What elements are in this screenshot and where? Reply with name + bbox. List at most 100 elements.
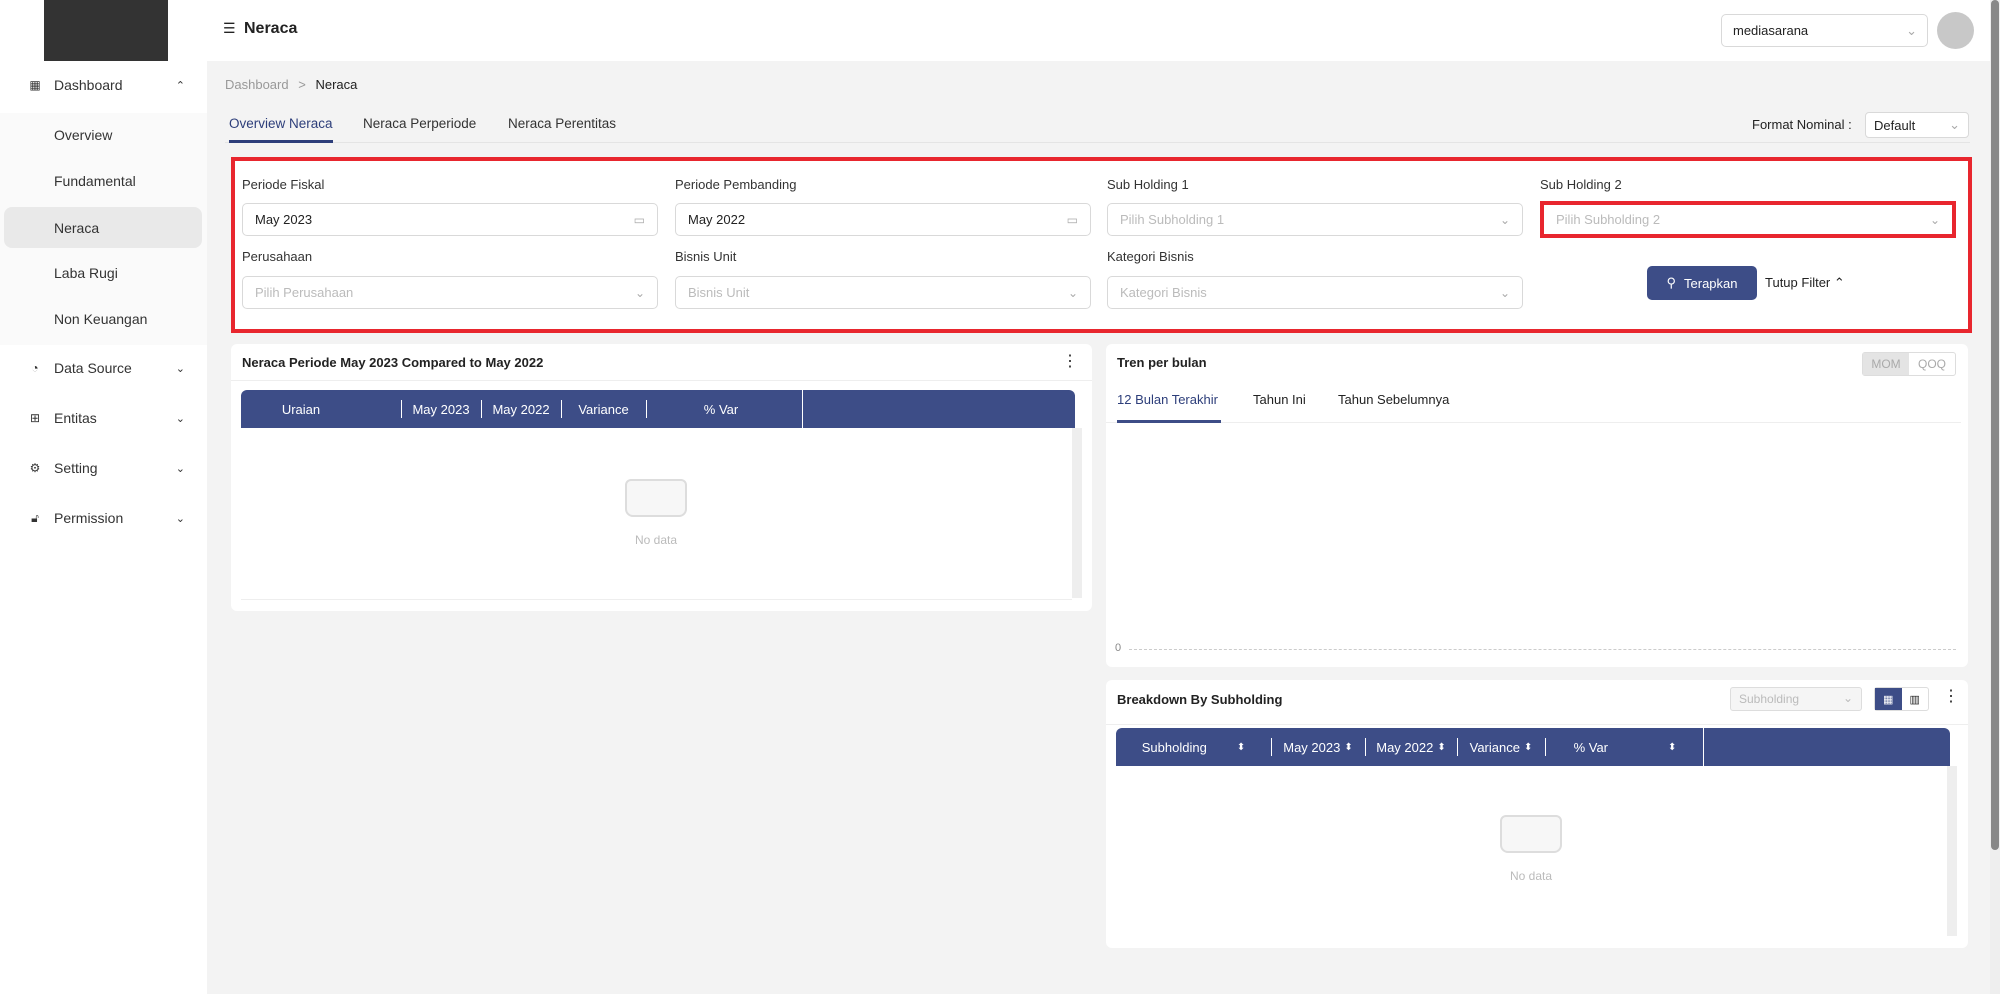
view-toggle: ▦ ▥ — [1874, 687, 1929, 711]
dashboard-submenu: Overview Fundamental Neraca Laba Rugi No… — [0, 113, 207, 345]
scrollbar-thumb[interactable] — [1991, 0, 1999, 850]
chevron-down-icon: ⌄ — [175, 412, 185, 425]
chart-view-icon[interactable]: ▥ — [1909, 693, 1920, 706]
empty-state: No data — [601, 479, 711, 547]
breakdown-table-header: Subholding ⬍ May 2023 ⬍ May 2022 ⬍ Variance… — [1116, 728, 1950, 766]
col-variance[interactable]: Variance ⬍ — [1457, 728, 1545, 766]
chevron-down-icon: ⌄ — [1499, 212, 1510, 227]
perusahaan-select[interactable]: Pilih Perusahaan ⌄ — [242, 276, 658, 309]
periode-pembanding-label: Periode Pembanding — [675, 177, 797, 192]
format-nominal-select[interactable]: Default ⌄ — [1865, 112, 1969, 138]
search-icon: ⚲ — [1666, 275, 1677, 290]
breadcrumb: Dashboard > Neraca — [225, 77, 357, 92]
kategori-bisnis-label: Kategori Bisnis — [1107, 249, 1194, 264]
sub-holding-1-select[interactable]: Pilih Subholding 1 ⌄ — [1107, 203, 1523, 236]
col-label: May 2022 — [1376, 739, 1434, 755]
pie-chart-icon: ◔ — [31, 361, 39, 375]
col-uraian[interactable]: Uraian — [281, 401, 321, 417]
submenu-non-keuangan[interactable]: Non Keuangan — [54, 310, 148, 327]
gear-icon: ⚙ — [29, 461, 41, 475]
tab-active-indicator — [1117, 420, 1221, 423]
col-label: May 2023 — [1283, 739, 1341, 755]
col-pct-var[interactable]: % Var — [703, 401, 739, 417]
tab-tahun-ini[interactable]: Tahun Ini — [1253, 392, 1306, 407]
table-scrollbar[interactable] — [1947, 766, 1957, 936]
sidebar-item-setting[interactable]: ⚙ Setting ⌄ — [0, 448, 207, 488]
tab-neraca-perperiode[interactable]: Neraca Perperiode — [363, 116, 477, 131]
table-scrollbar[interactable] — [1072, 428, 1082, 598]
periode-pembanding-picker[interactable]: May 2022 ▭ — [675, 203, 1091, 236]
periode-fiskal-picker[interactable]: May 2023 ▭ — [242, 203, 658, 236]
toggle-mom[interactable]: MOM — [1863, 353, 1909, 375]
subholding-select[interactable]: Subholding ⌄ — [1730, 687, 1862, 711]
table-view-icon[interactable]: ▦ — [1875, 688, 1902, 710]
subholding-select-value: Subholding — [1739, 692, 1800, 706]
breadcrumb-root[interactable]: Dashboard — [225, 77, 289, 92]
sort-icon: ⬍ — [1523, 741, 1533, 753]
col-separator — [1545, 738, 1546, 756]
col-variance[interactable]: Variance — [578, 401, 629, 417]
sidebar-item-entitas[interactable]: ⊞ Entitas ⌄ — [0, 398, 207, 438]
submenu-overview[interactable]: Overview — [54, 126, 113, 143]
col-may-2023[interactable]: May 2023 ⬍ — [1271, 728, 1365, 766]
lock-icon: 🔓︎ — [31, 510, 39, 525]
col-may-2022[interactable]: May 2022 — [492, 401, 550, 417]
col-subholding[interactable]: Subholding ⬍ — [1116, 728, 1271, 766]
menu-fold-icon[interactable]: ☰ — [223, 20, 236, 36]
table-icon: ⊞ — [29, 411, 41, 425]
chart-baseline — [1129, 649, 1956, 650]
col-may-2023[interactable]: May 2023 — [412, 401, 470, 417]
bisnis-unit-select[interactable]: Bisnis Unit ⌄ — [675, 276, 1091, 309]
tab-neraca-perentitas[interactable]: Neraca Perentitas — [508, 116, 617, 131]
period-toggle: MOM QOQ — [1862, 352, 1956, 376]
avatar[interactable] — [1937, 12, 1974, 49]
sub-holding-2-placeholder: Pilih Subholding 2 — [1556, 212, 1661, 227]
submenu-neraca[interactable]: Neraca — [4, 207, 202, 248]
toggle-qoq[interactable]: QOQ — [1917, 357, 1946, 371]
sidebar-item-dashboard[interactable]: ▦ Dashboard ⌃ — [0, 65, 207, 105]
account-select[interactable]: mediasarana ⌄ — [1721, 14, 1928, 47]
perusahaan-placeholder: Pilih Perusahaan — [255, 285, 354, 300]
more-vertical-icon[interactable]: ⋮ — [1943, 688, 1959, 705]
sidebar-item-permission[interactable]: 🔓︎ Permission ⌄ — [0, 498, 207, 538]
neraca-card: Neraca Periode May 2023 Compared to May … — [231, 344, 1092, 611]
close-filter-button[interactable]: Tutup Filter ⌃ — [1765, 275, 1845, 291]
col-label: % Var — [1573, 739, 1609, 755]
apply-button[interactable]: ⚲ Terapkan — [1647, 266, 1757, 300]
more-vertical-icon[interactable]: ⋮ — [1062, 353, 1078, 370]
kategori-bisnis-select[interactable]: Kategori Bisnis ⌄ — [1107, 276, 1523, 309]
col-separator — [646, 400, 647, 418]
sort-icon: ⬍ — [1236, 741, 1246, 753]
tab-12-bulan[interactable]: 12 Bulan Terakhir — [1117, 392, 1218, 407]
col-separator — [1365, 738, 1366, 756]
chevron-down-icon: ⌄ — [1067, 285, 1078, 300]
tab-overview-neraca[interactable]: Overview Neraca — [229, 116, 333, 131]
submenu-fundamental[interactable]: Fundamental — [54, 172, 136, 189]
col-pct-var[interactable]: % Var ⬍ — [1545, 728, 1705, 766]
logo — [44, 0, 168, 61]
close-filter-label: Tutup Filter — [1765, 275, 1831, 290]
col-separator — [481, 400, 482, 418]
submenu-laba-rugi[interactable]: Laba Rugi — [54, 264, 118, 281]
chevron-down-icon: ⌄ — [1949, 117, 1960, 132]
col-may-2022[interactable]: May 2022 ⬍ — [1365, 728, 1457, 766]
card-divider — [231, 380, 1092, 381]
page-scrollbar[interactable] — [1990, 0, 2000, 994]
chevron-up-icon: ⌃ — [175, 79, 185, 92]
breadcrumb-separator: > — [298, 77, 306, 92]
tab-tahun-sebelumnya[interactable]: Tahun Sebelumnya — [1338, 392, 1450, 407]
chevron-down-icon: ⌄ — [175, 362, 185, 375]
col-label: Variance — [1469, 739, 1520, 755]
empty-inbox-icon — [1500, 815, 1562, 853]
chevron-up-icon: ⌃ — [1833, 275, 1845, 290]
empty-inbox-icon — [625, 479, 687, 517]
tab-active-indicator — [229, 140, 333, 143]
bisnis-unit-placeholder: Bisnis Unit — [688, 285, 750, 300]
kategori-bisnis-placeholder: Kategori Bisnis — [1120, 285, 1207, 300]
sub-holding-2-select[interactable]: Pilih Subholding 2 ⌄ — [1540, 201, 1956, 238]
chevron-down-icon: ⌄ — [634, 285, 645, 300]
empty-state: No data — [1476, 815, 1586, 883]
col-separator — [1457, 738, 1458, 756]
tabs-divider — [225, 142, 1970, 143]
sidebar-item-data-source[interactable]: ◔ Data Source ⌄ — [0, 348, 207, 388]
